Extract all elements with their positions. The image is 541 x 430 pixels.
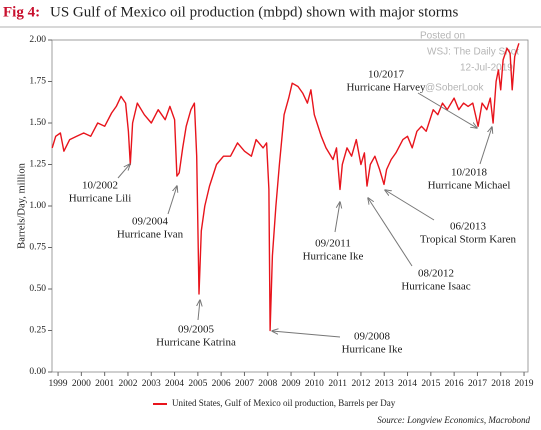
annotation-arrow: [334, 202, 340, 233]
x-tick-label: 2013: [375, 379, 394, 389]
y-tick-label: 0.25: [29, 326, 46, 336]
annotation-date: 09/2011: [315, 238, 351, 250]
x-tick-label: 2012: [351, 379, 370, 389]
annotation-date: 06/2013: [450, 221, 487, 233]
y-tick-label: 0.00: [29, 367, 46, 377]
x-tick-label: 2018: [491, 379, 510, 389]
x-tick-label: 2007: [235, 379, 254, 389]
source: Source: Longview Economics, Macrobond: [377, 415, 530, 425]
annotation-date: 10/2002: [82, 180, 118, 192]
x-tick-label: 2008: [258, 379, 277, 389]
annotation-label: Hurricane Michael: [428, 180, 511, 192]
annotation-arrow: [368, 198, 413, 267]
annotation-label: Hurricane Isaac: [401, 281, 470, 293]
x-tick-label: 1999: [49, 379, 68, 389]
x-tick-label: 2015: [421, 379, 440, 389]
annotation-label: Hurricane Ike: [303, 251, 364, 263]
watermark: Posted on: [420, 31, 465, 42]
x-tick-label: 2001: [95, 379, 114, 389]
figure-label: Fig 4:: [3, 4, 40, 20]
x-tick-label: 2000: [72, 379, 91, 389]
x-tick-label: 2017: [468, 379, 487, 389]
annotation-date: 10/2018: [451, 167, 488, 179]
watermark: WSJ: The Daily Shot: [427, 47, 519, 58]
watermark: 12-Jul-2019: [460, 63, 513, 74]
annotation-date: 10/2017: [368, 69, 405, 81]
annotation-arrow: [385, 190, 435, 221]
y-tick-label: 1.75: [29, 77, 46, 87]
watermark: @SoberLook: [425, 83, 485, 94]
annotation-arrow: [417, 92, 477, 128]
y-tick-label: 1.00: [29, 201, 46, 211]
annotation-date: 09/2008: [354, 331, 391, 343]
annotation-label: Hurricane Harvey: [346, 82, 426, 94]
annotation-label: Hurricane Ivan: [117, 229, 184, 241]
y-tick-label: 0.75: [29, 243, 46, 253]
x-tick-label: 2014: [398, 379, 417, 389]
annotation-arrow: [167, 186, 177, 215]
x-tick-label: 2011: [328, 379, 347, 389]
x-tick-label: 2005: [188, 379, 207, 389]
x-tick-label: 2006: [212, 379, 231, 389]
annotation-date: 09/2004: [132, 216, 169, 228]
legend-label: United States, Gulf of Mexico oil produc…: [172, 398, 396, 408]
annotation-arrow: [479, 127, 492, 165]
annotation-date: 08/2012: [418, 268, 454, 280]
annotation-arrow: [272, 331, 341, 338]
chart-title: US Gulf of Mexico oil production (mbpd) …: [50, 4, 458, 20]
annotation-label: Tropical Storm Karen: [420, 234, 517, 246]
x-tick-label: 2010: [305, 379, 324, 389]
x-tick-label: 2003: [142, 379, 161, 389]
y-tick-label: 0.50: [29, 284, 46, 294]
y-tick-label: 1.25: [29, 160, 46, 170]
annotation-label: Hurricane Katrina: [156, 337, 236, 349]
y-tick-label: 2.00: [29, 35, 46, 45]
x-tick-label: 2009: [282, 379, 301, 389]
x-tick-label: 2002: [118, 379, 137, 389]
annotation-date: 09/2005: [178, 324, 215, 336]
x-tick-label: 2004: [165, 379, 184, 389]
annotation-arrow: [117, 164, 130, 179]
annotation-label: Hurricane Lili: [69, 193, 132, 205]
x-tick-label: 2016: [445, 379, 464, 389]
annotation-arrow: [198, 300, 200, 321]
y-tick-label: 1.50: [29, 118, 46, 128]
x-tick-label: 2019: [515, 379, 534, 389]
series-line: [51, 43, 520, 332]
annotation-label: Hurricane Ike: [342, 344, 403, 356]
y-axis-label: Barrels/Day, million: [16, 162, 27, 248]
